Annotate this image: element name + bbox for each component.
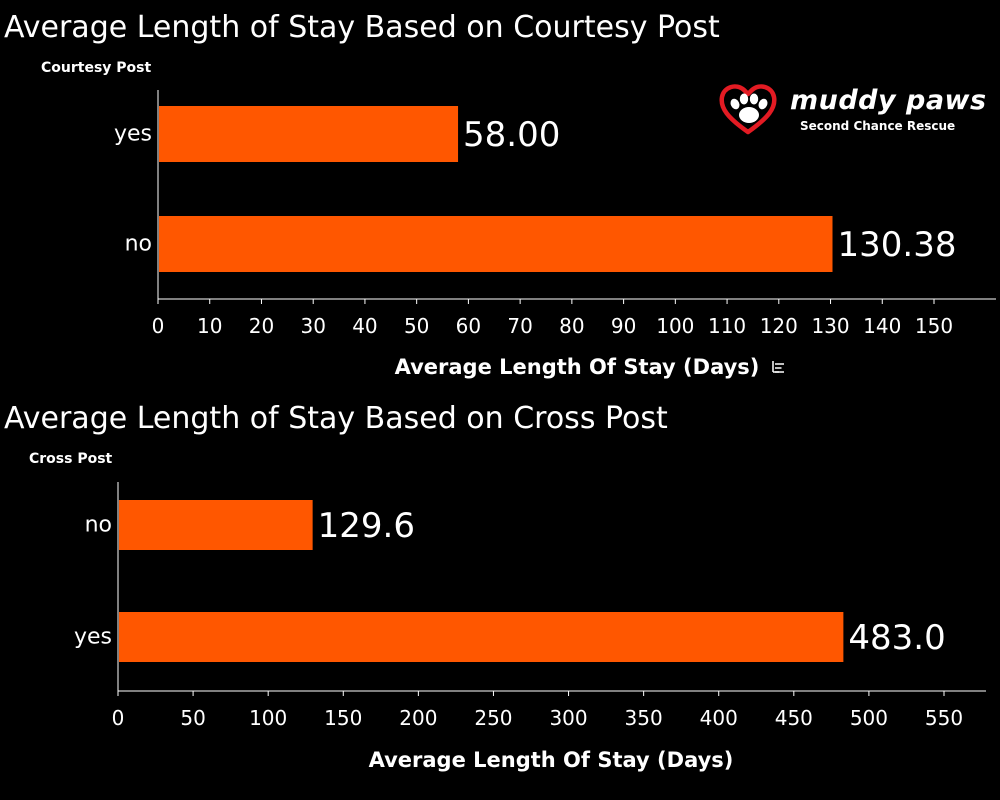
bar-0-yes[interactable]	[159, 106, 459, 162]
dimension-label-cross-post: Cross Post	[29, 451, 113, 467]
x-tick-label-1-500: 500	[850, 706, 888, 730]
x-tick-label-1-350: 350	[625, 706, 663, 730]
x-tick-label-1-450: 450	[775, 706, 813, 730]
x-tick-label-1-150: 150	[324, 706, 362, 730]
x-tick-label-0-20: 20	[249, 314, 274, 338]
chart-title-courtesy-post: Average Length of Stay Based on Courtesy…	[4, 10, 720, 45]
category-label-0-yes: yes	[114, 122, 152, 147]
bar-0-no[interactable]	[159, 216, 833, 272]
x-tick-label-1-100: 100	[249, 706, 287, 730]
chart-title-cross-post: Average Length of Stay Based on Cross Po…	[4, 401, 668, 436]
x-tick-label-1-300: 300	[549, 706, 587, 730]
x-tick-label-0-150: 150	[915, 314, 953, 338]
muddy-paws-logo: muddy paws Second Chance Rescue	[718, 82, 986, 137]
x-axis-label-0: Average Length Of Stay (Days)	[395, 355, 760, 379]
x-tick-label-0-40: 40	[352, 314, 377, 338]
x-tick-label-0-130: 130	[811, 314, 849, 338]
x-tick-label-1-0: 0	[112, 706, 125, 730]
x-tick-label-0-30: 30	[300, 314, 325, 338]
data-label-0-no: 130.38	[837, 225, 956, 265]
courtesy-post-bar-chart: yes 58.00 no 130.38 0 10 20 30 40 50 60 70 80 90 100 11…	[114, 90, 996, 379]
category-label-1-no: no	[85, 513, 112, 538]
category-label-1-yes: yes	[74, 625, 112, 650]
x-axis-label-1: Average Length Of Stay (Days)	[369, 748, 734, 772]
data-label-1-yes: 483.0	[848, 618, 945, 658]
x-tick-label-1-200: 200	[399, 706, 437, 730]
data-label-0-yes: 58.00	[463, 115, 560, 155]
category-label-0-no: no	[125, 232, 152, 257]
x-tick-label-0-140: 140	[863, 314, 901, 338]
x-tick-label-0-90: 90	[611, 314, 636, 338]
sort-descending-icon[interactable]	[772, 361, 784, 373]
dimension-label-courtesy-post: Courtesy Post	[41, 60, 152, 76]
x-tick-label-1-250: 250	[474, 706, 512, 730]
x-tick-label-0-0: 0	[152, 314, 165, 338]
x-tick-label-0-80: 80	[559, 314, 584, 338]
x-tick-label-0-70: 70	[507, 314, 532, 338]
x-tick-label-1-550: 550	[925, 706, 963, 730]
x-tick-label-0-120: 120	[760, 314, 798, 338]
x-tick-label-0-50: 50	[404, 314, 429, 338]
bar-1-no[interactable]	[119, 500, 313, 550]
heart-paw-icon	[719, 84, 777, 135]
data-label-1-no: 129.6	[318, 506, 415, 546]
x-tick-label-1-400: 400	[700, 706, 738, 730]
x-tick-label-0-60: 60	[456, 314, 481, 338]
x-tick-label-1-50: 50	[180, 706, 205, 730]
x-tick-label-0-10: 10	[197, 314, 222, 338]
bar-1-yes[interactable]	[119, 612, 844, 662]
x-tick-label-0-100: 100	[656, 314, 694, 338]
x-tick-label-0-110: 110	[708, 314, 746, 338]
logo-name: muddy paws	[790, 85, 987, 116]
logo-tagline: Second Chance Rescue	[800, 119, 956, 133]
